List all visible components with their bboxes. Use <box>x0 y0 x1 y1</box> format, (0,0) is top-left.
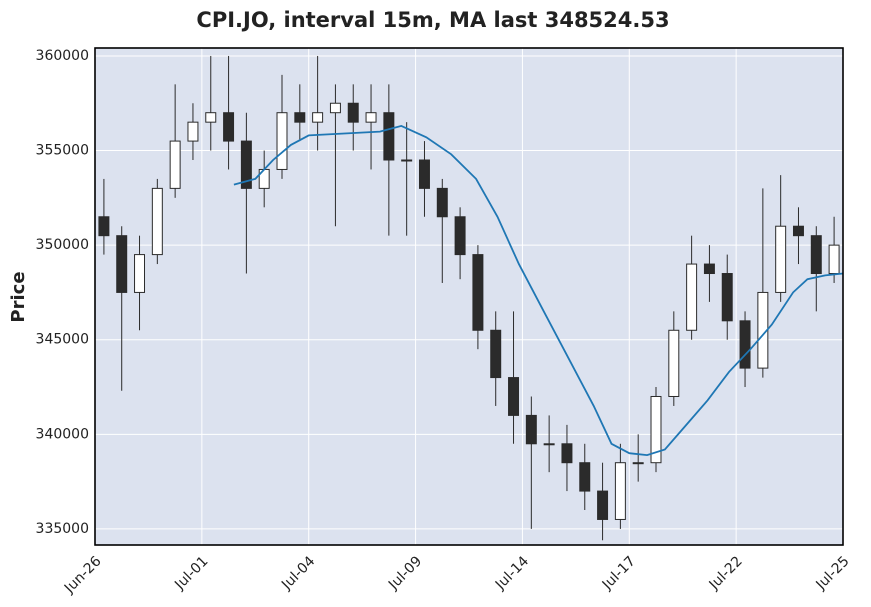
candle-body <box>223 112 235 142</box>
candle-body <box>151 187 163 256</box>
candle-body <box>490 329 502 379</box>
candle-body <box>383 112 395 161</box>
x-tick-label: Jul-09 <box>385 553 425 593</box>
grid <box>94 48 844 545</box>
candle-body <box>205 112 217 123</box>
marks <box>98 55 844 541</box>
y-tick-label: 335000 <box>36 521 89 537</box>
candle-body <box>525 414 537 445</box>
x-tick-label: Jul-25 <box>813 553 853 593</box>
candle-body <box>401 159 413 162</box>
candle-body <box>454 216 466 256</box>
candle-body <box>98 216 110 237</box>
candle-body <box>294 112 306 123</box>
candle-body <box>597 490 609 520</box>
candle-body <box>116 235 128 293</box>
x-tick-label: Jul-17 <box>599 553 639 593</box>
candle-body <box>240 140 252 189</box>
candle-body <box>775 225 787 293</box>
candle-body <box>436 187 448 218</box>
candle-body <box>739 320 751 369</box>
candle-body <box>329 102 341 114</box>
y-tick-label: 345000 <box>36 332 89 348</box>
plot-frame <box>94 47 844 546</box>
candle-body <box>810 235 822 275</box>
x-tick-label: Jul-14 <box>492 553 532 593</box>
x-tick-label: Jul-01 <box>171 553 211 593</box>
candle-body <box>792 225 804 237</box>
x-tick-label: Jul-04 <box>278 553 318 593</box>
moving-average-line <box>233 124 844 457</box>
y-tick-label: 355000 <box>36 143 89 159</box>
candle-body <box>418 159 430 189</box>
candle-body <box>312 112 324 123</box>
chart-title: CPI.JO, interval 15m, MA last 348524.53 <box>196 8 669 32</box>
candle-body <box>614 462 626 520</box>
candle-body <box>543 443 555 446</box>
x-tick-label: Jul-22 <box>706 553 746 593</box>
candle-body <box>668 329 680 397</box>
candle-body <box>650 395 662 464</box>
candle-body <box>579 462 591 492</box>
x-tick-label: Jun-26 <box>61 553 105 597</box>
candle-body <box>472 254 484 331</box>
candle-body <box>721 273 733 322</box>
candle-body <box>276 112 288 170</box>
candle-body <box>632 462 644 465</box>
candle-body <box>365 112 377 123</box>
candle-body <box>561 443 573 464</box>
candle-body <box>134 254 146 293</box>
y-tick-label: 350000 <box>36 237 89 253</box>
y-tick-label: 360000 <box>36 48 89 64</box>
candle-body <box>347 102 359 123</box>
candle-body <box>686 263 698 331</box>
y-tick-label: 340000 <box>36 426 89 442</box>
candle-body <box>187 121 199 142</box>
candle-body <box>169 140 181 189</box>
plot-area <box>95 48 843 545</box>
candle-body <box>828 244 840 275</box>
y-axis-label: Price <box>8 271 29 322</box>
candle-body <box>508 377 520 416</box>
candle-body <box>703 263 715 275</box>
